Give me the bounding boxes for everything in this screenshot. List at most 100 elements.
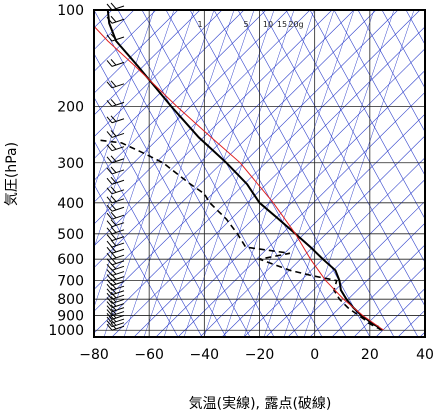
adiabat-line xyxy=(94,96,227,337)
wind-barb-staff xyxy=(111,265,125,271)
moist-adiabat-line xyxy=(263,10,375,337)
adiabat-line xyxy=(94,52,251,337)
wind-barbs xyxy=(106,2,125,331)
adiabat-line xyxy=(357,10,425,133)
wind-barb-flag xyxy=(106,212,113,220)
wind-barb-flag xyxy=(106,316,113,324)
wind-barb-flag xyxy=(110,59,117,66)
wind-barb-staff xyxy=(111,236,125,242)
wind-barb-staff xyxy=(111,260,125,266)
moist-adiabat-line xyxy=(94,10,175,249)
x-tick-label: 20 xyxy=(361,347,379,363)
wind-barb-staff xyxy=(111,101,125,107)
wind-barb-staff xyxy=(111,248,125,254)
wind-barb-staff xyxy=(111,311,125,317)
wind-barb xyxy=(106,239,125,248)
wind-barb-flag xyxy=(106,34,113,42)
wind-barb-staff xyxy=(111,294,125,300)
moist-adiabat-line xyxy=(303,10,415,337)
wind-barb-staff xyxy=(111,18,125,24)
isotherm-line xyxy=(111,26,425,337)
wind-barb-staff xyxy=(111,254,125,260)
wind-barb-flag xyxy=(110,211,117,219)
wind-barb-staff xyxy=(111,290,125,296)
wind-barb-staff xyxy=(111,229,125,235)
wind-barb-staff xyxy=(111,325,125,331)
wind-barb-flag xyxy=(106,16,113,24)
wind-barb-flag xyxy=(110,287,117,294)
wind-barb-flag xyxy=(106,156,113,164)
wind-barb xyxy=(106,278,125,286)
wind-barb xyxy=(106,211,125,220)
mixing-ratio-label: 5 xyxy=(243,20,248,29)
wind-barb-staff xyxy=(111,158,125,164)
adiabat-line xyxy=(213,10,395,337)
wind-barb-flag xyxy=(110,296,117,303)
adiabat-line xyxy=(237,10,419,337)
adiabat-line xyxy=(309,10,425,220)
wind-barb-flag xyxy=(106,313,113,320)
wind-barb-flag xyxy=(110,195,117,202)
mixing-ratio-label: 15 xyxy=(277,20,287,29)
wind-barb xyxy=(106,291,125,300)
x-tick-label: 0 xyxy=(310,347,319,363)
series-lines xyxy=(94,10,384,331)
isotherm-line xyxy=(155,70,425,337)
isotherm-line xyxy=(94,10,245,160)
wind-barb-flag xyxy=(106,196,113,204)
wind-barb-staff xyxy=(111,214,125,220)
wind-barb-flag xyxy=(110,226,117,233)
wind-barb-flag xyxy=(106,227,113,235)
wind-barb-flag xyxy=(110,176,117,184)
wind-barb xyxy=(106,282,125,291)
wind-barb-staff xyxy=(111,281,125,286)
plot-frame xyxy=(93,9,426,338)
isotherm-line xyxy=(94,10,355,269)
y-tick-label: 800 xyxy=(57,292,84,308)
wind-barb-staff xyxy=(111,307,125,313)
wind-barb-flag xyxy=(110,15,117,23)
isotherm-line xyxy=(94,10,377,290)
wind-barb-flag xyxy=(106,309,113,316)
wind-barb-flag xyxy=(110,282,117,290)
wind-barb xyxy=(106,155,125,164)
isotherm-line xyxy=(94,10,223,138)
wind-barb-staff xyxy=(111,206,125,212)
wind-barb-staff xyxy=(111,222,125,228)
wind-barb-staff xyxy=(111,322,125,328)
wind-barb-flag xyxy=(106,187,113,195)
adiabat-line xyxy=(117,10,299,337)
wind-barb-flag xyxy=(106,131,113,138)
y-tick-label: 200 xyxy=(57,99,84,115)
y-axis-title: 気圧(hPa) xyxy=(4,142,20,206)
moist-adiabat-line xyxy=(283,10,395,337)
wind-barb-staff xyxy=(111,303,125,309)
isotherm-line xyxy=(177,91,425,337)
y-tick-label: 1000 xyxy=(48,323,84,339)
wind-barb-flag xyxy=(106,81,113,89)
wind-barb xyxy=(106,2,125,11)
wind-barb-staff xyxy=(111,318,125,324)
wind-barb-flag xyxy=(110,166,117,173)
wind-barb-flag xyxy=(106,234,113,241)
wind-barb-staff xyxy=(111,83,125,89)
wind-barb-flag xyxy=(106,269,113,276)
wind-barb-flag xyxy=(110,115,117,122)
isotherm-line xyxy=(94,10,311,225)
wind-barb-flag xyxy=(106,144,113,152)
x-tick-label: −40 xyxy=(190,347,220,363)
wind-barb xyxy=(106,273,125,282)
adiabat-line xyxy=(94,10,275,337)
wind-barb-flag xyxy=(110,155,117,162)
wind-barb-flag xyxy=(106,279,113,286)
wind-barb-flag xyxy=(106,323,113,331)
wind-barb-staff xyxy=(111,169,125,175)
mixing-ratio-label: 1 xyxy=(197,20,202,29)
moist-adiabat-line xyxy=(94,10,195,309)
isotherm-line xyxy=(309,222,425,337)
wind-barb-staff xyxy=(111,314,125,320)
moist-adiabat-line xyxy=(203,10,315,337)
wind-barb-flag xyxy=(110,239,117,247)
y-tick-label: 500 xyxy=(57,227,84,243)
